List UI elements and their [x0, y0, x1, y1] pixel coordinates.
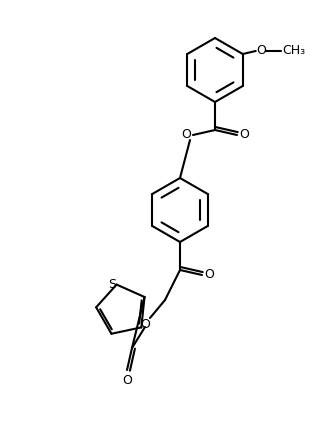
Text: O: O	[239, 128, 249, 141]
Text: O: O	[181, 128, 191, 141]
Text: O: O	[204, 269, 214, 282]
Text: S: S	[109, 278, 117, 291]
Text: O: O	[140, 318, 150, 331]
Text: O: O	[256, 45, 266, 57]
Text: CH₃: CH₃	[283, 43, 306, 56]
Text: O: O	[122, 374, 132, 387]
